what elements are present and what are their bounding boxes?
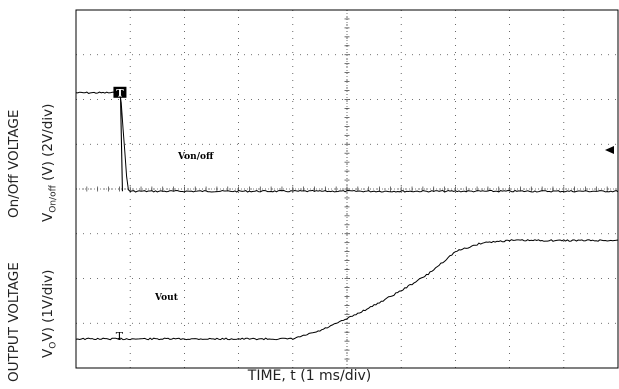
y-label-von-off-rest: (V) (2V/div) <box>40 103 56 186</box>
y-label-von-off-main: V <box>40 212 56 222</box>
trigger-marker-label: T <box>116 88 124 99</box>
y-label-vout-sub: O <box>48 341 59 349</box>
trigger-marker-box <box>113 86 127 98</box>
vout-start-marker: T <box>116 330 124 343</box>
y-axis-label-output: OUTPUT VOLTAGE <box>6 262 22 382</box>
traces <box>75 91 619 341</box>
y-axis-label-top: On/Off VOLTAGE <box>6 109 22 218</box>
y-axis-label-vout: VOV) (1V/div) <box>40 270 59 358</box>
y-axis-label-von-off: VOn/off (V) (2V/div) <box>40 104 59 222</box>
trace-von-off-edge <box>119 92 123 192</box>
series-label-von-off: Von/off <box>177 152 214 162</box>
plot-frame <box>75 9 619 369</box>
markers: TT <box>113 86 127 343</box>
x-axis-label: TIME, t (1 ms/div) <box>247 368 372 384</box>
trace-von-off <box>75 91 619 193</box>
grid <box>75 9 619 369</box>
trace-vout <box>75 239 619 341</box>
y-label-vout-main: V <box>40 348 56 358</box>
y-label-vout-rest: V) (1V/div) <box>40 269 56 342</box>
trigger-level-arrow-icon <box>605 146 614 154</box>
y-label-von-off-sub: On/off <box>48 185 59 213</box>
series-label-vout: Vout <box>154 293 179 303</box>
